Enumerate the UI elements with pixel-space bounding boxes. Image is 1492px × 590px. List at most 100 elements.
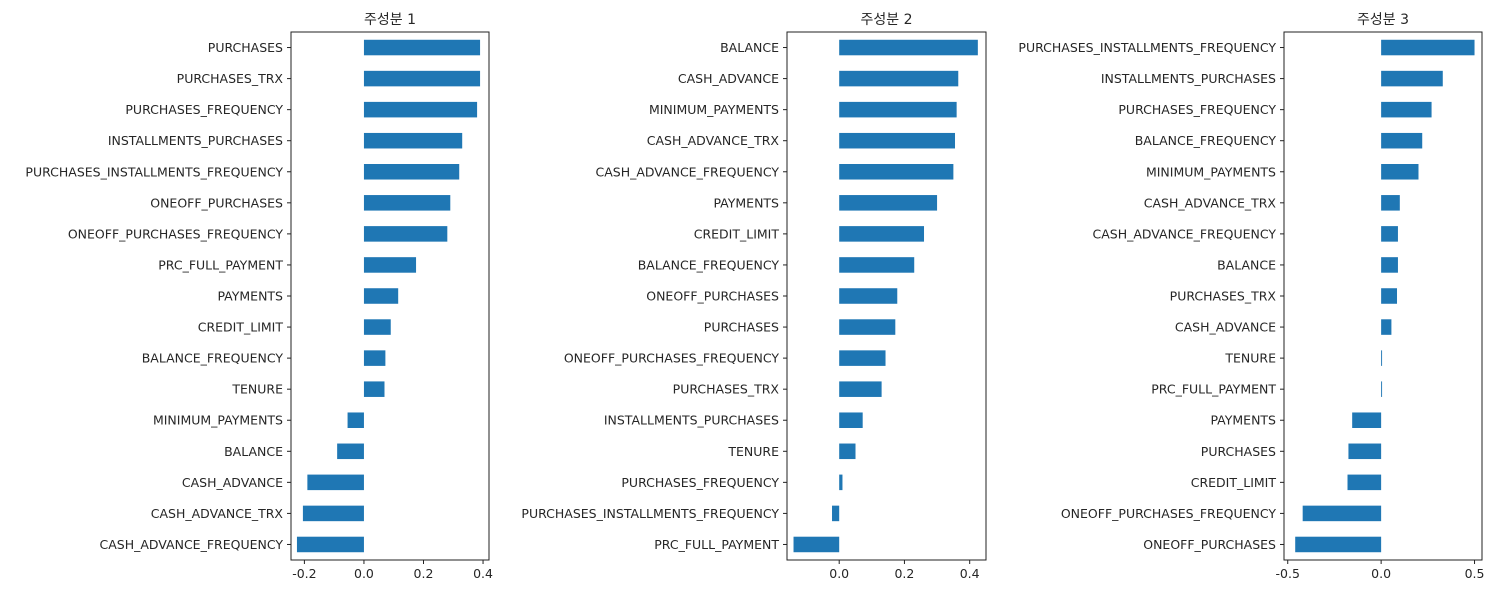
category-label: PURCHASES [704, 320, 779, 335]
bar-purchases-trx [363, 70, 481, 87]
bar-purchases-installments-frequency [363, 164, 460, 180]
bar-credit-limit [363, 319, 391, 335]
category-label: CASH_ADVANCE [678, 71, 779, 86]
category-label: ONEOFF_PURCHASES_FREQUENCY [68, 226, 284, 241]
x-tick-label: 0.5 [1465, 566, 1485, 581]
category-label: CREDIT_LIMIT [198, 320, 284, 335]
x-tick-label: -0.2 [292, 566, 316, 581]
bar-balance-frequency [839, 257, 915, 273]
bar-tenure [363, 381, 385, 397]
category-label: PURCHASES_TRX [1170, 289, 1277, 304]
bar-purchases-trx [1381, 288, 1398, 304]
bar-balance [839, 39, 978, 56]
category-label: ONEOFF_PURCHASES [1143, 537, 1276, 552]
x-tick-label: 0.0 [354, 566, 374, 581]
bar-cash-advance-frequency [1381, 226, 1398, 242]
bar-payments [1352, 412, 1382, 428]
bar-installments-purchases [839, 412, 863, 428]
x-tick-label: 0.4 [960, 566, 980, 581]
category-label: MINIMUM_PAYMENTS [153, 413, 283, 428]
category-label: PAYMENTS [713, 195, 779, 210]
subplot-2: BALANCE CASH_ADVANCE MINIMUM_PAYMENTS CASH_… [521, 12, 987, 581]
category-label: PRC_FULL_PAYMENT [158, 257, 283, 272]
category-label: ONEOFF_PURCHASES_FREQUENCY [564, 351, 780, 366]
bar-purchases [839, 319, 896, 335]
category-label: CASH_ADVANCE_FREQUENCY [595, 164, 779, 179]
bar-oneoff-purchases-frequency [363, 226, 448, 242]
category-label: BALANCE [1217, 257, 1276, 272]
bar-installments-purchases [1381, 70, 1443, 87]
bar-minimum-payments [839, 101, 957, 118]
subplot-1: PURCHASES PURCHASES_TRX PURCHASES_FREQUENC… [25, 12, 493, 581]
category-label: PURCHASES_INSTALLMENTS_FREQUENCY [25, 164, 283, 179]
bar-tenure [1381, 350, 1383, 366]
category-label: MINIMUM_PAYMENTS [1146, 164, 1276, 179]
category-label: ONEOFF_PURCHASES [150, 195, 283, 210]
bar-purchases-frequency [363, 101, 478, 118]
category-label: BALANCE_FREQUENCY [142, 351, 284, 366]
category-label: INSTALLMENTS_PURCHASES [108, 133, 283, 148]
category-label: ONEOFF_PURCHASES [646, 289, 779, 304]
category-label: PURCHASES_TRX [673, 382, 780, 397]
category-label: CASH_ADVANCE_FREQUENCY [1092, 226, 1276, 241]
bar-prc-full-payment [793, 536, 840, 553]
subplot-3: PURCHASES_INSTALLMENTS_FREQUENCY INSTALLM… [1018, 12, 1484, 581]
category-label: BALANCE_FREQUENCY [1135, 133, 1277, 148]
category-label: PURCHASES_FREQUENCY [125, 102, 283, 117]
category-label: PURCHASES_TRX [177, 71, 284, 86]
bar-purchases-frequency [839, 474, 843, 491]
bar-balance [1381, 257, 1398, 273]
category-label: MINIMUM_PAYMENTS [649, 102, 779, 117]
bar-cash-advance [839, 70, 959, 87]
bar-balance [337, 443, 364, 460]
bar-prc-full-payment [1381, 381, 1383, 397]
bar-cash-advance [1381, 319, 1392, 335]
category-label: PURCHASES_INSTALLMENTS_FREQUENCY [1018, 40, 1276, 55]
bar-minimum-payments [1381, 164, 1419, 180]
bar-cash-advance-trx [302, 505, 364, 522]
x-tick-label: 0.2 [894, 566, 914, 581]
category-label: PURCHASES_FREQUENCY [1118, 102, 1276, 117]
bar-oneoff-purchases [363, 195, 451, 211]
bar-cash-advance-frequency [296, 536, 364, 553]
x-tick-label: 0.0 [1371, 566, 1391, 581]
bar-cash-advance-frequency [839, 164, 954, 180]
plot-frame [1283, 31, 1483, 561]
category-label: TENURE [727, 444, 779, 459]
category-label: PRC_FULL_PAYMENT [654, 537, 779, 552]
bar-installments-purchases [363, 132, 463, 149]
bar-purchases-frequency [1381, 101, 1432, 118]
bar-purchases-installments-frequency [1381, 39, 1475, 56]
category-label: INSTALLMENTS_PURCHASES [1101, 71, 1276, 86]
x-tick-label: 0.4 [473, 566, 493, 581]
category-label: ONEOFF_PURCHASES_FREQUENCY [1061, 506, 1277, 521]
bar-tenure [839, 443, 856, 460]
plot-frame [786, 31, 987, 561]
chart-title: 주성분 2 [861, 12, 913, 28]
plot-frame [290, 31, 490, 561]
category-label: CREDIT_LIMIT [1191, 475, 1277, 490]
category-label: CASH_ADVANCE [182, 475, 283, 490]
bar-balance-frequency [1381, 132, 1423, 149]
bar-cash-advance-trx [839, 132, 956, 149]
x-tick-label: 0.2 [414, 566, 434, 581]
bar-purchases-installments-frequency [832, 505, 840, 522]
category-label: TENURE [231, 382, 283, 397]
bar-cash-advance-trx [1381, 195, 1400, 211]
bar-credit-limit [1347, 474, 1382, 491]
category-label: PURCHASES_FREQUENCY [621, 475, 779, 490]
bar-oneoff-purchases-frequency [1302, 505, 1382, 522]
category-label: INSTALLMENTS_PURCHASES [604, 413, 779, 428]
category-label: BALANCE_FREQUENCY [638, 257, 780, 272]
category-label: PURCHASES [208, 40, 283, 55]
bar-cash-advance [307, 474, 364, 491]
category-label: CASH_ADVANCE_TRX [151, 506, 284, 521]
category-label: CREDIT_LIMIT [694, 226, 780, 241]
bar-oneoff-purchases [1295, 536, 1382, 553]
category-label: BALANCE [720, 40, 779, 55]
bar-purchases [1348, 443, 1382, 460]
category-label: PAYMENTS [1210, 413, 1276, 428]
x-tick-label: -0.5 [1276, 566, 1300, 581]
